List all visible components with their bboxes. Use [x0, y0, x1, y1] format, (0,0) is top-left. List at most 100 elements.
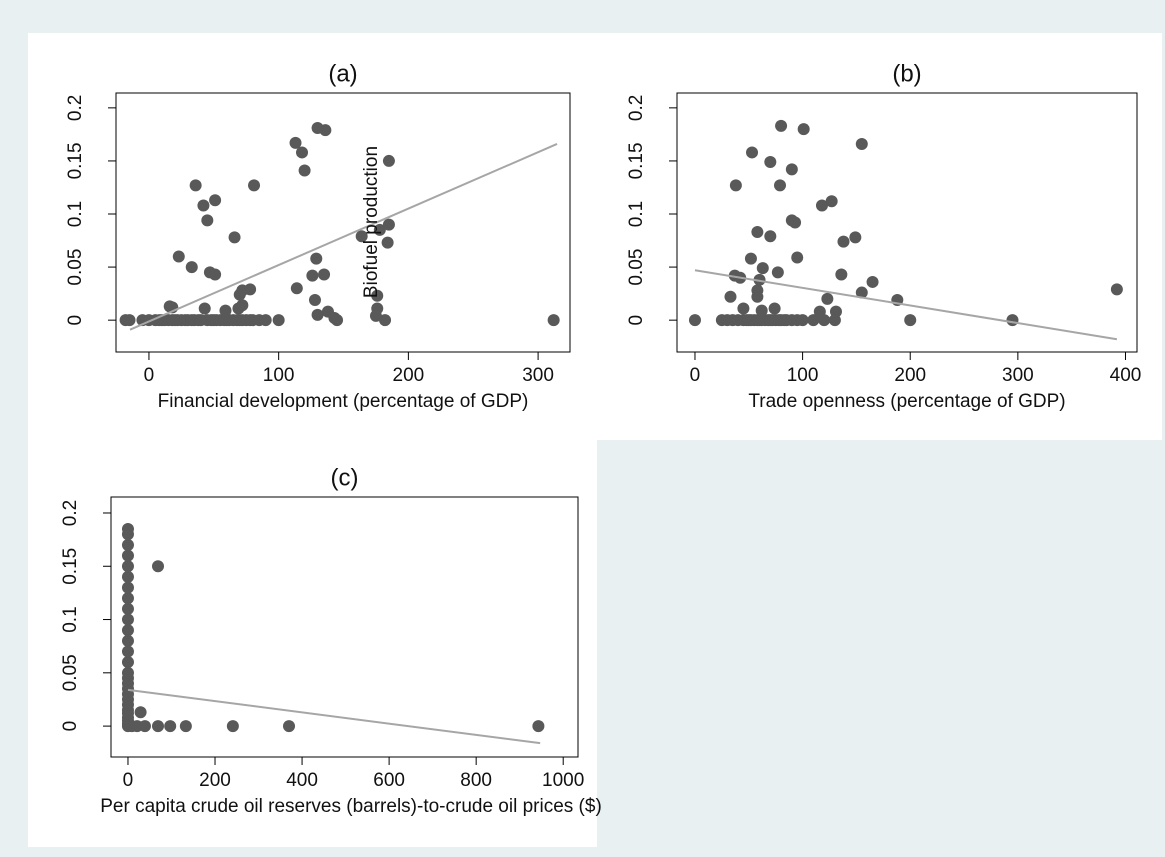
y-tick-label: 0.15 — [60, 548, 81, 585]
point — [751, 290, 764, 303]
point — [123, 314, 136, 327]
y-axis-label: Biofuel production — [361, 146, 382, 298]
point — [198, 302, 211, 315]
point — [121, 656, 134, 669]
fit-line — [127, 688, 541, 745]
point — [835, 268, 848, 281]
y-tick-label: 0.1 — [626, 201, 647, 227]
point — [308, 293, 321, 306]
point — [837, 235, 850, 248]
point — [201, 214, 214, 227]
y-tick-label: 0.2 — [60, 500, 81, 526]
point — [318, 268, 331, 281]
point — [219, 304, 232, 317]
point — [121, 570, 134, 583]
point — [283, 720, 296, 733]
point — [849, 231, 862, 244]
x-tick-label: 600 — [373, 770, 405, 791]
x-tick-label: 0 — [690, 365, 701, 386]
point — [821, 292, 834, 305]
point — [688, 314, 701, 327]
fit-line — [694, 269, 1118, 341]
point — [797, 123, 810, 136]
point — [121, 624, 134, 637]
x-tick-label: 200 — [894, 365, 926, 386]
x-tick-label: 200 — [199, 770, 231, 791]
point — [1006, 314, 1019, 327]
point — [751, 226, 764, 239]
point — [121, 560, 134, 573]
point — [756, 262, 769, 275]
y-tick-label: 0.05 — [60, 654, 81, 691]
point — [764, 230, 777, 243]
y-tick-label: 0.15 — [626, 142, 647, 179]
y-tick-label: 0.2 — [65, 95, 86, 121]
x-tick-label: 0 — [123, 770, 134, 791]
point — [164, 720, 177, 733]
point — [724, 290, 737, 303]
x-tick-label: 400 — [286, 770, 318, 791]
point — [771, 266, 784, 279]
plot-frame — [110, 496, 579, 758]
x-tick-label: 0 — [144, 365, 155, 386]
point — [197, 199, 210, 212]
point — [813, 305, 826, 318]
y-tick-label: 0.15 — [65, 142, 86, 179]
point — [209, 268, 222, 281]
point — [298, 164, 311, 177]
point — [773, 179, 786, 192]
panel — [28, 33, 1162, 440]
point — [172, 250, 185, 263]
chart-title: (b) — [892, 60, 921, 87]
point — [381, 236, 394, 249]
point — [382, 154, 395, 167]
point — [209, 194, 222, 207]
point — [855, 286, 868, 299]
y-tick-label: 0 — [65, 315, 86, 326]
point — [746, 146, 759, 159]
point — [259, 314, 272, 327]
point — [744, 252, 757, 265]
point — [121, 592, 134, 605]
point — [134, 706, 147, 719]
point — [825, 195, 838, 208]
x-tick-label: 400 — [1110, 365, 1142, 386]
point — [829, 305, 842, 318]
y-tick-label: 0.1 — [65, 201, 86, 227]
y-tick-label: 0.05 — [626, 249, 647, 286]
point — [121, 645, 134, 658]
point — [189, 179, 202, 192]
point — [121, 634, 134, 647]
point — [547, 314, 560, 327]
x-tick-label: 100 — [787, 365, 819, 386]
point — [121, 522, 134, 535]
point — [737, 302, 750, 315]
point — [121, 666, 134, 679]
point — [904, 314, 917, 327]
point — [382, 218, 395, 231]
y-tick-label: 0 — [626, 315, 647, 326]
point — [290, 282, 303, 295]
x-tick-label: 300 — [1002, 365, 1034, 386]
point — [121, 538, 134, 551]
point — [764, 155, 777, 168]
point — [289, 136, 302, 149]
point — [796, 314, 809, 327]
chart-title: (a) — [328, 60, 357, 87]
point — [328, 312, 341, 325]
point — [355, 230, 368, 243]
point — [768, 302, 781, 315]
point — [855, 137, 868, 150]
plot-frame — [676, 92, 1138, 353]
point — [310, 252, 323, 265]
point — [729, 179, 742, 192]
point — [785, 163, 798, 176]
point — [296, 146, 309, 159]
point — [373, 223, 386, 236]
x-tick-label: 200 — [393, 365, 425, 386]
point — [179, 720, 192, 733]
point — [371, 289, 384, 302]
point — [152, 720, 165, 733]
point — [815, 199, 828, 212]
point — [379, 314, 392, 327]
